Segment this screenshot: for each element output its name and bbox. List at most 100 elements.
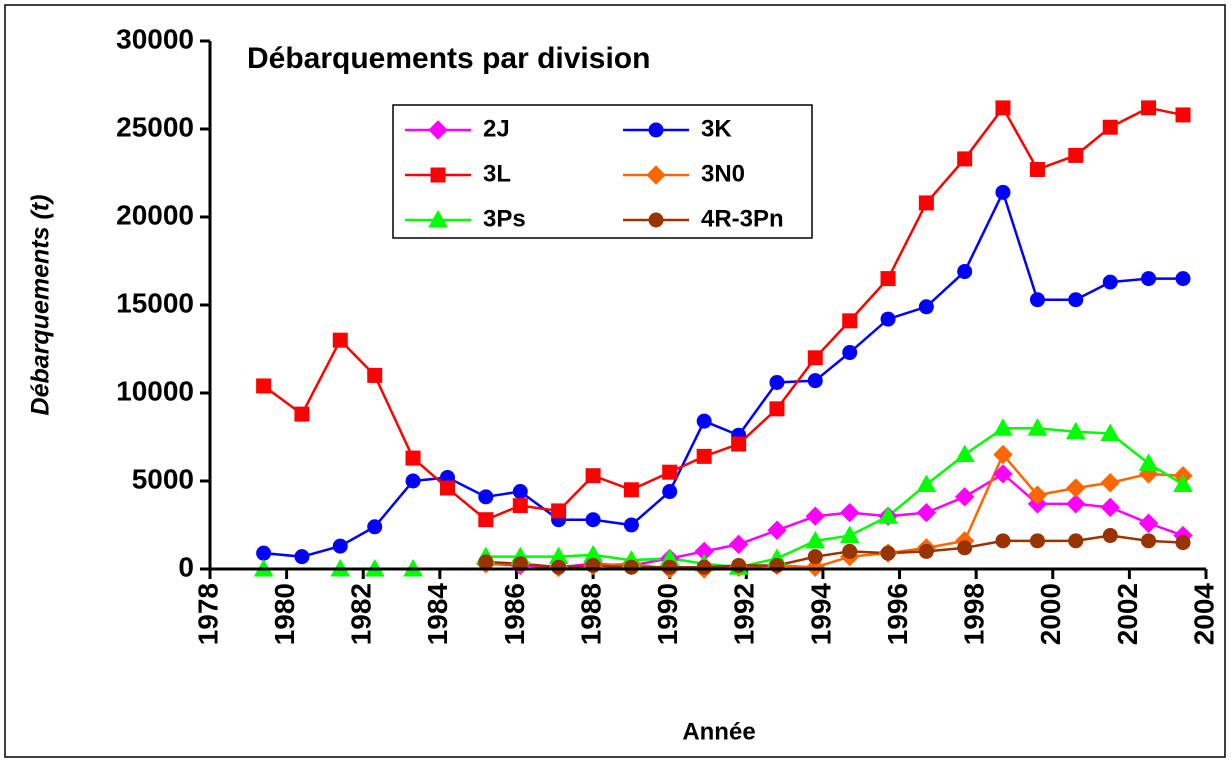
marker: [957, 151, 973, 167]
marker: [1068, 292, 1084, 308]
marker: [1138, 453, 1159, 471]
marker: [440, 480, 456, 496]
legend-box: [392, 104, 813, 239]
marker: [294, 549, 310, 565]
x-tick-label: 1988: [575, 583, 606, 645]
y-tick-label: 10000: [116, 375, 194, 406]
x-tick-label: 1996: [882, 583, 913, 645]
x-tick-label: 1986: [499, 583, 530, 645]
marker: [842, 543, 858, 559]
marker: [1066, 494, 1086, 514]
legend-marker: [428, 120, 448, 140]
marker: [842, 313, 858, 329]
marker: [1068, 533, 1084, 549]
marker: [696, 559, 712, 575]
marker: [1029, 533, 1045, 549]
x-tick-label: 1982: [346, 583, 377, 645]
marker: [1027, 418, 1048, 436]
y-axis-label: Débarquements (t): [27, 195, 55, 416]
marker: [731, 436, 747, 452]
marker: [918, 543, 934, 559]
x-tick-label: 1992: [729, 583, 760, 645]
marker: [880, 545, 896, 561]
marker: [842, 345, 858, 361]
marker: [1066, 478, 1086, 498]
marker: [1175, 271, 1191, 287]
marker: [1102, 119, 1118, 135]
marker: [332, 332, 348, 348]
marker: [1175, 535, 1191, 551]
x-tick-label: 1980: [269, 583, 300, 645]
marker: [585, 468, 601, 484]
marker: [1100, 423, 1121, 441]
marker: [1100, 497, 1120, 518]
marker: [728, 534, 749, 555]
marker: [1102, 528, 1118, 544]
marker: [995, 533, 1011, 549]
y-tick-label: 25000: [116, 111, 194, 142]
marker: [294, 406, 310, 422]
marker: [957, 264, 973, 280]
marker: [993, 444, 1013, 465]
marker: [696, 413, 712, 429]
marker: [1100, 473, 1120, 493]
x-tick-label: 2004: [1188, 583, 1219, 646]
marker: [1141, 533, 1157, 549]
marker: [512, 484, 528, 500]
y-tick-label: 5000: [132, 463, 194, 494]
marker: [769, 374, 785, 390]
x-tick-label: 2002: [1112, 583, 1143, 645]
legend-marker: [646, 165, 666, 185]
marker: [478, 512, 494, 528]
legend-label: 3K: [701, 115, 732, 142]
marker: [995, 100, 1011, 116]
legend-label: 3N0: [701, 160, 745, 187]
y-tick-label: 30000: [116, 23, 194, 54]
marker: [405, 450, 421, 466]
marker: [993, 464, 1013, 484]
marker: [805, 530, 826, 549]
marker: [1068, 147, 1084, 163]
marker: [1029, 161, 1045, 177]
marker: [839, 525, 860, 544]
marker: [807, 373, 823, 389]
legend-marker: [430, 167, 446, 183]
legend-marker: [648, 212, 664, 228]
marker: [918, 299, 934, 315]
marker: [1027, 485, 1048, 505]
marker: [367, 367, 383, 383]
legend-label: 3Ps: [483, 205, 526, 232]
marker: [769, 401, 785, 417]
x-tick-label: 1984: [422, 583, 453, 646]
marker: [840, 502, 860, 523]
marker: [805, 557, 825, 577]
legend-label: 3L: [483, 160, 511, 187]
marker: [405, 473, 421, 489]
marker: [512, 556, 528, 572]
x-tick-label: 1998: [959, 583, 990, 645]
marker: [623, 482, 639, 498]
marker: [256, 378, 272, 394]
marker: [880, 311, 896, 327]
marker: [623, 559, 639, 575]
marker: [585, 512, 601, 528]
x-tick-label: 2000: [1035, 583, 1066, 645]
legend-label: 4R-3Pn: [701, 205, 784, 232]
y-tick-label: 20000: [116, 199, 194, 230]
y-tick-label: 15000: [116, 287, 194, 318]
x-tick-label: 1978: [192, 583, 223, 645]
marker: [332, 538, 348, 554]
marker: [551, 559, 567, 575]
chart-title: Débarquements par division: [247, 42, 650, 75]
marker: [807, 350, 823, 366]
marker: [696, 448, 712, 464]
legend-marker: [428, 209, 448, 228]
marker: [1173, 474, 1193, 493]
marker: [1065, 421, 1086, 440]
marker: [662, 484, 678, 500]
marker: [993, 418, 1013, 436]
marker: [1175, 107, 1191, 123]
marker: [916, 502, 937, 523]
marker: [995, 184, 1011, 200]
marker: [954, 444, 975, 463]
